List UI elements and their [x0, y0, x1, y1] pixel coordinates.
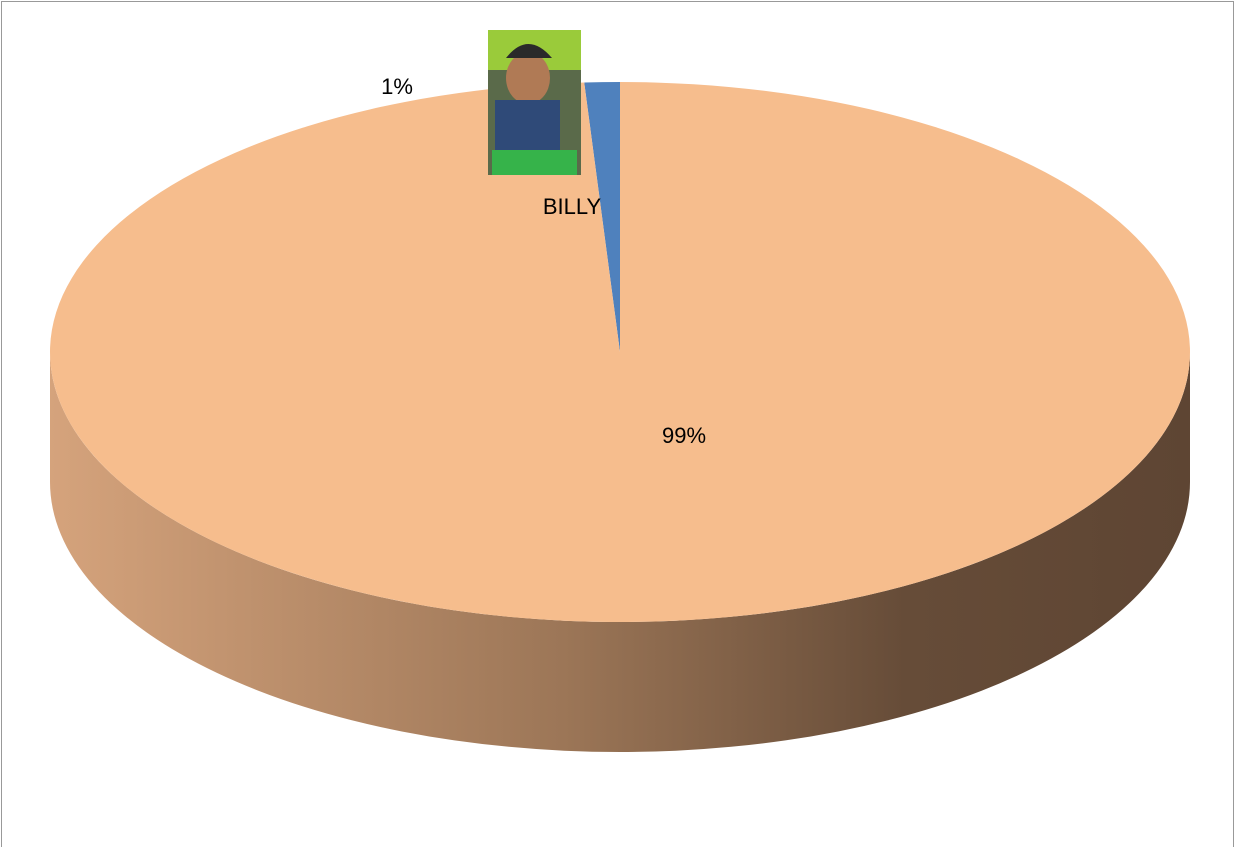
value-label: 99% — [662, 423, 706, 448]
pie-slice — [49, 82, 1190, 623]
pie-side — [50, 352, 1190, 752]
value-label: 1% — [381, 74, 413, 99]
category-label: BILLY — [543, 194, 602, 219]
photo — [488, 30, 581, 175]
pie — [49, 82, 1190, 752]
pie-slice — [584, 82, 620, 352]
